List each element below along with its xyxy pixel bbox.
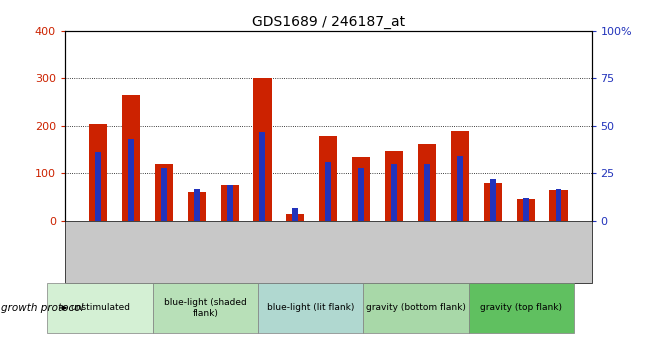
Bar <box>286 214 304 221</box>
Bar <box>319 136 337 221</box>
Text: gravity (bottom flank): gravity (bottom flank) <box>366 303 466 313</box>
Bar <box>418 144 436 221</box>
Bar <box>549 190 567 221</box>
Bar <box>517 199 535 221</box>
Bar <box>451 131 469 221</box>
Bar <box>352 157 370 221</box>
Bar <box>489 179 496 221</box>
Bar <box>188 193 205 221</box>
Bar <box>391 164 397 221</box>
Text: gravity (top flank): gravity (top flank) <box>480 303 562 313</box>
Bar <box>227 185 233 221</box>
Title: GDS1689 / 246187_at: GDS1689 / 246187_at <box>252 14 405 29</box>
Text: growth protocol: growth protocol <box>1 303 84 313</box>
Bar <box>325 162 332 221</box>
Bar <box>292 208 298 221</box>
Bar <box>89 124 107 221</box>
Bar <box>424 164 430 221</box>
Bar <box>220 185 239 221</box>
Bar <box>556 188 562 221</box>
Bar <box>523 198 528 221</box>
Bar <box>385 151 403 221</box>
Bar <box>484 183 502 221</box>
Bar <box>259 132 265 221</box>
Bar <box>161 168 167 221</box>
Bar <box>254 79 272 221</box>
Bar <box>95 152 101 221</box>
Bar <box>194 188 200 221</box>
Text: unstimulated: unstimulated <box>70 303 130 313</box>
Bar <box>457 156 463 221</box>
Bar <box>122 95 140 221</box>
Text: blue-light (lit flank): blue-light (lit flank) <box>267 303 354 313</box>
Bar <box>155 164 173 221</box>
Text: blue-light (shaded
flank): blue-light (shaded flank) <box>164 298 247 318</box>
Bar <box>128 139 134 221</box>
Bar <box>358 168 364 221</box>
